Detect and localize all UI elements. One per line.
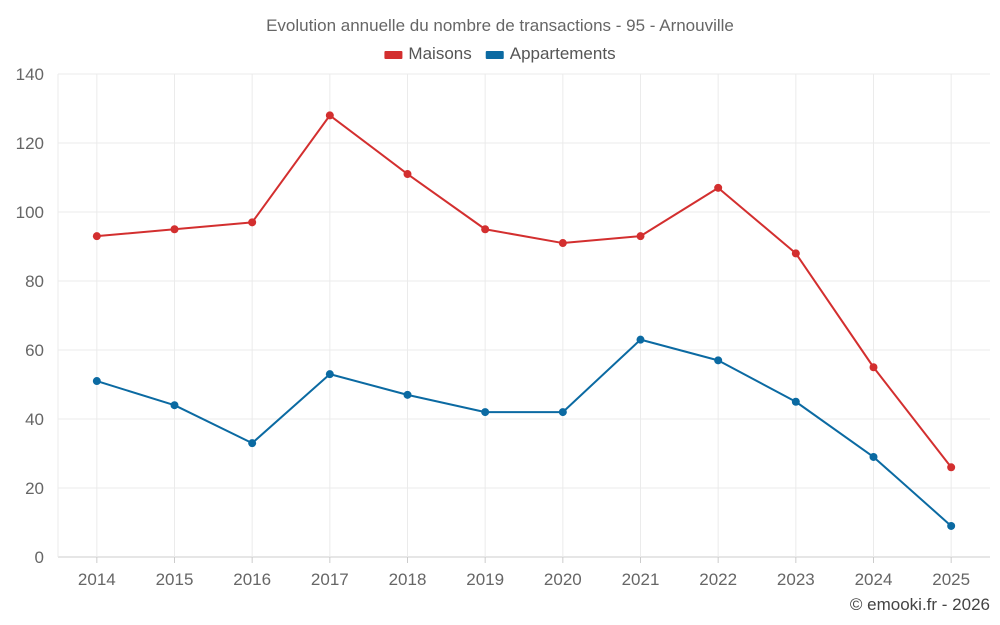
y-tick-label: 100 bbox=[16, 203, 44, 222]
data-point[interactable] bbox=[870, 453, 878, 461]
x-tick-label: 2016 bbox=[233, 570, 271, 589]
data-point[interactable] bbox=[326, 370, 334, 378]
series-line bbox=[97, 115, 951, 467]
chart-title: Evolution annuelle du nombre de transact… bbox=[266, 16, 734, 35]
credit-text: © emooki.fr - 2026 bbox=[850, 595, 990, 614]
data-point[interactable] bbox=[404, 391, 412, 399]
x-tick-label: 2022 bbox=[699, 570, 737, 589]
data-point[interactable] bbox=[171, 401, 179, 409]
data-point[interactable] bbox=[93, 232, 101, 240]
data-point[interactable] bbox=[637, 336, 645, 344]
data-point[interactable] bbox=[714, 356, 722, 364]
grid bbox=[58, 74, 990, 557]
y-tick-label: 120 bbox=[16, 134, 44, 153]
legend-swatch bbox=[486, 51, 504, 59]
data-point[interactable] bbox=[870, 363, 878, 371]
legend: Maisons Appartements bbox=[384, 44, 615, 63]
data-point[interactable] bbox=[404, 170, 412, 178]
data-point[interactable] bbox=[792, 398, 800, 406]
data-point[interactable] bbox=[637, 232, 645, 240]
x-axis: 2014 2015 2016 2017 2018 2019 2020 2021 2022 2023… bbox=[78, 557, 970, 589]
data-point[interactable] bbox=[559, 408, 567, 416]
y-tick-label: 140 bbox=[16, 65, 44, 84]
x-tick-label: 2020 bbox=[544, 570, 582, 589]
x-tick-label: 2018 bbox=[389, 570, 427, 589]
data-point[interactable] bbox=[714, 184, 722, 192]
x-tick-label: 2014 bbox=[78, 570, 116, 589]
data-point[interactable] bbox=[481, 408, 489, 416]
x-tick-label: 2021 bbox=[622, 570, 660, 589]
series-maisons bbox=[93, 111, 955, 471]
y-tick-label: 60 bbox=[25, 341, 44, 360]
y-tick-label: 40 bbox=[25, 410, 44, 429]
data-point[interactable] bbox=[792, 249, 800, 257]
line-chart: Evolution annuelle du nombre de transact… bbox=[0, 0, 1000, 625]
legend-item-maisons[interactable]: Maisons bbox=[384, 44, 471, 63]
x-tick-label: 2015 bbox=[156, 570, 194, 589]
x-tick-label: 2019 bbox=[466, 570, 504, 589]
data-point[interactable] bbox=[481, 225, 489, 233]
x-tick-label: 2025 bbox=[932, 570, 970, 589]
series-appartements bbox=[93, 336, 955, 530]
x-tick-label: 2023 bbox=[777, 570, 815, 589]
data-point[interactable] bbox=[947, 522, 955, 530]
data-point[interactable] bbox=[171, 225, 179, 233]
y-tick-label: 20 bbox=[25, 479, 44, 498]
legend-label: Appartements bbox=[510, 44, 616, 63]
data-point[interactable] bbox=[93, 377, 101, 385]
data-point[interactable] bbox=[326, 111, 334, 119]
data-point[interactable] bbox=[947, 463, 955, 471]
series-line bbox=[97, 340, 951, 526]
legend-label: Maisons bbox=[408, 44, 471, 63]
y-tick-label: 80 bbox=[25, 272, 44, 291]
series-group bbox=[93, 111, 955, 530]
x-tick-label: 2017 bbox=[311, 570, 349, 589]
y-tick-label: 0 bbox=[35, 548, 44, 567]
y-axis: 0 20 40 60 80 100 120 140 bbox=[16, 65, 44, 567]
data-point[interactable] bbox=[559, 239, 567, 247]
data-point[interactable] bbox=[248, 218, 256, 226]
x-tick-label: 2024 bbox=[855, 570, 893, 589]
data-point[interactable] bbox=[248, 439, 256, 447]
legend-swatch bbox=[384, 51, 402, 59]
legend-item-appartements[interactable]: Appartements bbox=[486, 44, 616, 63]
